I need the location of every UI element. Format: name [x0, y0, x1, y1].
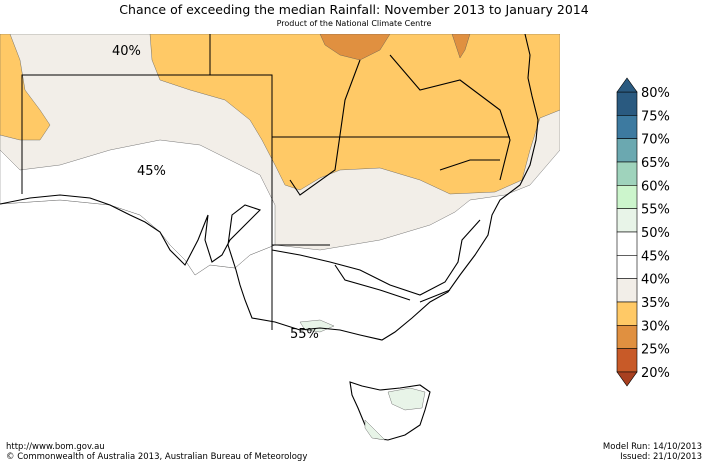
footer-right: Model Run: 14/10/2013 Issued: 21/10/2013: [603, 442, 702, 462]
legend-label: 20%: [641, 366, 670, 381]
legend-swatch: [616, 115, 638, 139]
legend-swatch: [616, 138, 638, 163]
legend-label: 60%: [641, 179, 670, 194]
legend-swatch: [616, 325, 638, 349]
legend-swatch: [616, 231, 638, 256]
zone-45-interior: [0, 139, 276, 276]
legend-arrow-top: [616, 77, 638, 93]
legend-label: 70%: [641, 133, 670, 148]
legend-label: 50%: [641, 226, 670, 241]
legend-swatch: [616, 91, 638, 116]
tasmania-green-south: [364, 419, 386, 441]
legend-swatch: [616, 278, 638, 303]
drainage-boundary: [271, 54, 511, 301]
legend-label: 30%: [641, 319, 670, 334]
map-title: Chance of exceeding the median Rainfall:…: [119, 2, 589, 17]
legend-swatch: [616, 301, 638, 326]
legend-swatch: [616, 161, 638, 186]
legend-swatch: [616, 208, 638, 233]
legend-label: 55%: [641, 203, 670, 218]
zone-30-35-north: [451, 34, 471, 59]
legend-swatch: [616, 348, 638, 373]
footer-url[interactable]: http://www.bom.gov.au: [6, 442, 105, 452]
legend-label: 40%: [641, 273, 670, 288]
legend-arrow-bottom: [616, 371, 638, 387]
coastline: [0, 34, 539, 341]
footer-left: http://www.bom.gov.au © Commonwealth of …: [6, 442, 307, 462]
footer-copyright: © Commonwealth of Australia 2013, Austra…: [6, 452, 308, 462]
legend-label: 80%: [641, 86, 670, 101]
footer-issued: Issued: 21/10/2013: [620, 452, 702, 462]
legend-swatch: [616, 255, 638, 279]
map-label-40: 40%: [112, 44, 141, 59]
legend-swatch: [616, 185, 638, 209]
legend-label: 45%: [641, 249, 670, 264]
zone-35-40-west: [0, 34, 51, 141]
map-label-55: 55%: [290, 327, 319, 342]
legend-label: 35%: [641, 296, 670, 311]
legend-label: 25%: [641, 343, 670, 358]
legend-label: 75%: [641, 109, 670, 124]
map-subtitle: Product of the National Climate Centre: [276, 19, 432, 28]
legend-label: 65%: [641, 156, 670, 171]
footer-model-run: Model Run: 14/10/2013: [602, 442, 702, 452]
tasmania-green: [387, 387, 426, 411]
map-label-45: 45%: [137, 164, 166, 179]
state-borders: [21, 34, 510, 330]
map-body: [0, 34, 560, 441]
legend: 80% 75% 70% 65% 60% 55% 50% 45% 40% 35% 30% 25% 20%: [616, 77, 670, 387]
